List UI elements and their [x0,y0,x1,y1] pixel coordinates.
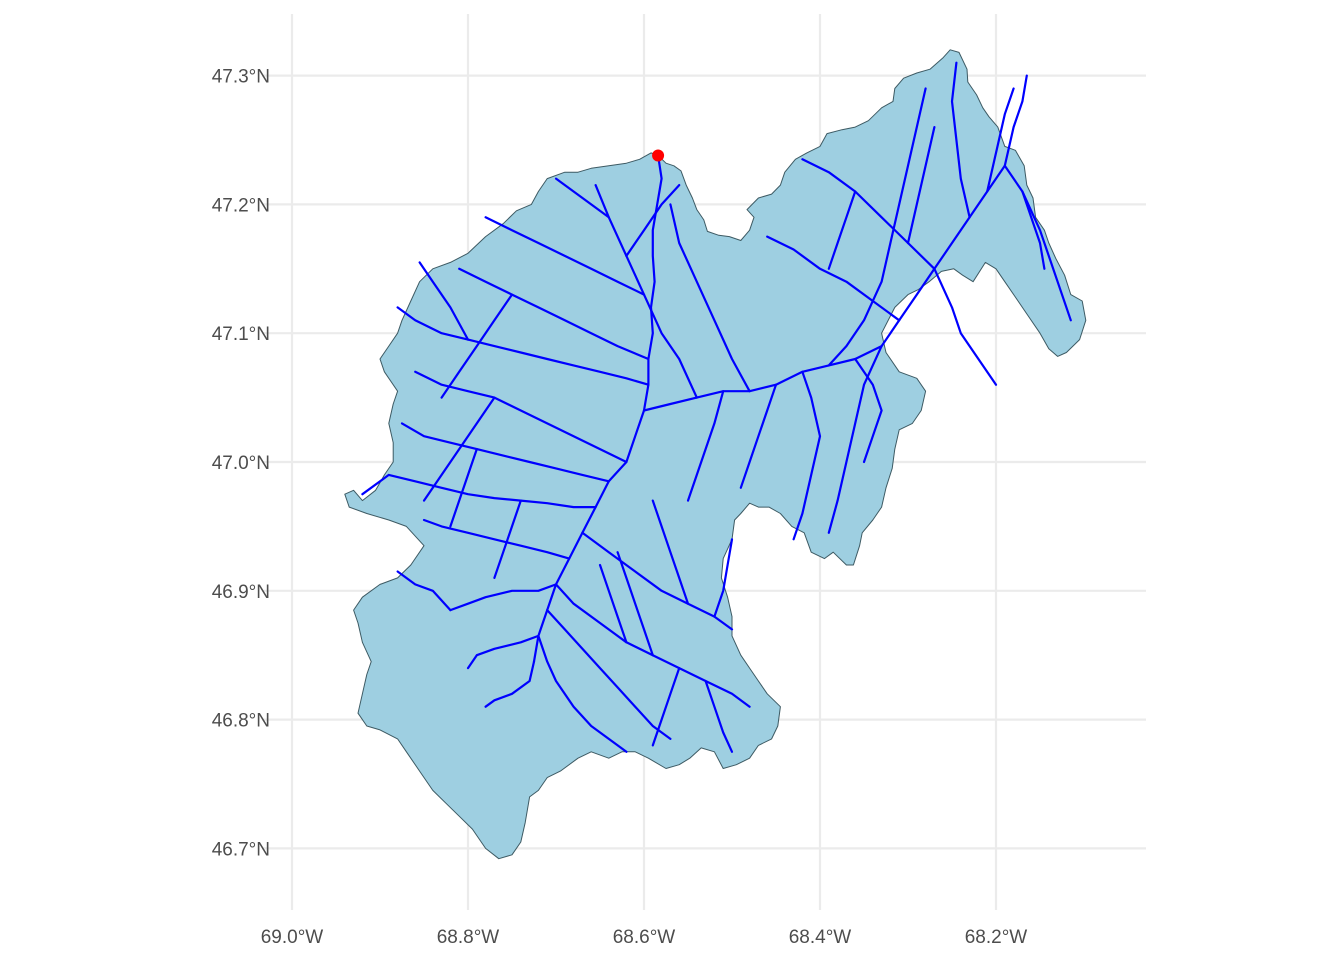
river-segment [361,473,597,509]
river-segment [418,261,470,341]
river-segment [537,634,628,753]
river-segment [950,61,971,219]
river-segment [827,190,857,270]
latitude-tick-label: 47.2°N [212,195,270,216]
river-segment [422,396,496,502]
river-segment [933,267,998,386]
longitude-tick-labels: 69.0°W 68.8°W 68.6°W 68.4°W 68.2°W [261,927,1028,948]
river-segment [625,184,681,257]
latitude-tick-label: 47.1°N [212,324,270,345]
river-segment [669,203,751,393]
latitude-tick-label: 46.7°N [212,839,270,860]
river-segment [400,422,610,483]
river-segment [598,563,628,644]
river-segment [440,293,514,399]
river-segment [651,499,690,605]
river-segment [986,87,1015,193]
river-segment [801,158,936,270]
river-segment [704,679,734,753]
river-segment [1021,190,1046,270]
river-segment [396,570,452,612]
river-segment [554,177,610,219]
river-segment [651,667,681,747]
river-segment [686,390,725,502]
river-segment [854,357,883,464]
river-segment [414,370,628,464]
river-segment [792,370,822,541]
river-segment [827,345,883,534]
river-segment [616,551,654,657]
river-segment [739,383,778,489]
longitude-tick-label: 69.0°W [261,927,324,948]
river-segment [449,583,558,612]
river-segment [766,235,901,322]
longitude-tick-label: 68.6°W [613,927,676,948]
latitude-tick-labels: 47.3°N 47.2°N 47.1°N 47.0°N 46.9°N 46.8°N 46.7… [212,67,270,861]
longitude-tick-label: 68.2°W [965,927,1028,948]
latitude-tick-label: 47.0°N [212,453,270,474]
watershed-basin [344,49,1087,860]
river-segment [396,306,650,386]
river-network [361,61,1072,753]
river-segment [1003,74,1028,167]
basin-polygon [344,49,1087,860]
latitude-tick-label: 46.8°N [212,711,270,732]
river-segment [484,660,536,708]
longitude-tick-label: 68.8°W [437,927,500,948]
river-segment [466,634,540,670]
river-segment [906,126,936,245]
outlet-point [652,149,665,162]
river-segment [422,518,571,560]
river-segment [484,216,646,296]
river-segment [546,609,672,740]
river-segment [827,87,927,367]
river-segment [449,448,478,528]
river-segment [458,267,650,361]
latitude-tick-label: 46.9°N [212,582,270,603]
longitude-tick-label: 68.4°W [789,927,852,948]
river-segment [713,538,734,618]
outlet-layer [652,149,665,162]
latitude-tick-label: 47.3°N [212,67,270,88]
river-segment [493,499,522,579]
